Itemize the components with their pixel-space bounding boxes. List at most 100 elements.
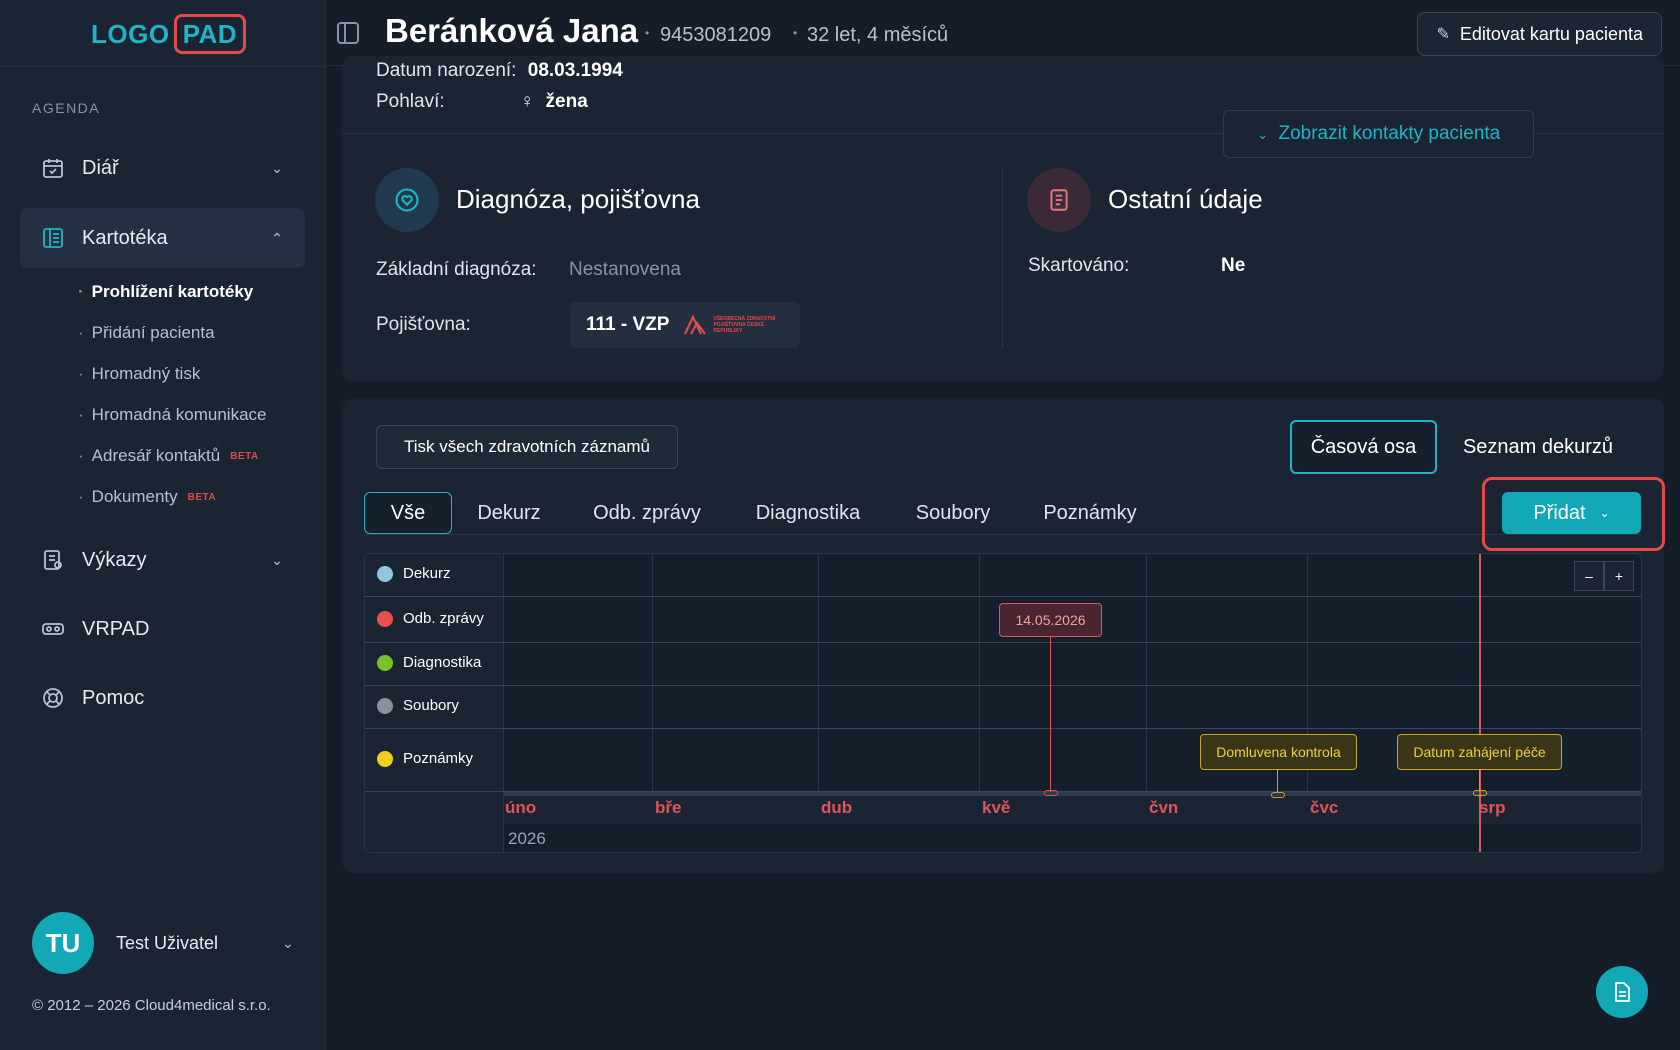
- chevron-down-icon: ⌄: [271, 551, 283, 568]
- header: Beránková Jana • 9453081209 • 32 let, 4 …: [327, 0, 1680, 66]
- add-record-button[interactable]: Přidat ⌄: [1502, 492, 1641, 534]
- timeline-row-diagnostika: Diagnostika: [377, 654, 481, 671]
- patient-name: Beránková Jana: [385, 12, 639, 49]
- chevron-down-icon: ⌄: [271, 159, 283, 176]
- legend-label: Diagnostika: [403, 654, 482, 671]
- print-all-records-button[interactable]: Tisk všech zdravotních záznamů: [376, 425, 678, 469]
- sidebar-toggle-icon[interactable]: [337, 22, 359, 44]
- sidebar-item-kartoteka[interactable]: Kartotéka ⌃: [20, 208, 305, 268]
- calendar-icon: [40, 155, 66, 181]
- divider: [0, 66, 326, 67]
- legend-label: Soubory: [403, 697, 459, 714]
- chevron-down-icon: ⌄: [1599, 506, 1610, 520]
- note-knob[interactable]: [1473, 790, 1487, 796]
- tab-soubory[interactable]: Soubory: [915, 501, 991, 524]
- note-tag-zahajeni[interactable]: Datum zahájení péče: [1397, 734, 1562, 770]
- tab-odb-zpravy[interactable]: Odb. zprávy: [593, 501, 701, 524]
- shredded-value: Ne: [1221, 255, 1246, 276]
- logo[interactable]: LOGO PAD: [91, 13, 247, 55]
- zoom-in-button[interactable]: +: [1604, 561, 1634, 591]
- notes-fab-button[interactable]: [1596, 966, 1648, 1018]
- timeline-month-gridline: [652, 554, 653, 796]
- legend-dot: [377, 654, 393, 671]
- legend-label: Odb. zprávy: [403, 610, 484, 627]
- timeline-row-poznamky: Poznámky: [377, 750, 473, 767]
- sidebar-item-label: VRPAD: [82, 617, 150, 640]
- insurance-value: 111 - VZP: [586, 314, 670, 335]
- cards-icon: [40, 225, 66, 251]
- tab-vse[interactable]: Vše: [364, 492, 452, 534]
- patient-id: 9453081209: [660, 24, 772, 46]
- chevron-up-icon: ⌃: [271, 229, 283, 246]
- timeline-row-odb-zpravy: Odb. zprávy: [377, 610, 484, 627]
- pencil-icon: ✎: [1436, 26, 1450, 43]
- divider: [342, 133, 1664, 134]
- chevron-down-icon: ⌄: [282, 934, 294, 951]
- today-line: [1479, 554, 1481, 852]
- other-title: Ostatní údaje: [1108, 184, 1263, 214]
- birth-date-field: Datum narození: 08.03.1994: [376, 60, 623, 82]
- base-diagnosis-value: Nestanovena: [569, 259, 681, 280]
- sidebar-subitem-tisk[interactable]: Hromadný tisk: [78, 364, 201, 384]
- add-record-label: Přidat: [1533, 501, 1586, 524]
- timeline-row-line: [365, 596, 1641, 597]
- tab-dekurz[interactable]: Dekurz: [477, 501, 541, 524]
- year-label: 2026: [508, 829, 546, 848]
- sidebar-subitem-komunikace[interactable]: Hromadná komunikace: [78, 405, 267, 425]
- timeline-row-line: [365, 642, 1641, 643]
- legend-label: Poznámky: [403, 750, 474, 767]
- view-list-button[interactable]: Seznam dekurzů: [1462, 435, 1614, 458]
- separator-dot: •: [645, 26, 650, 40]
- logo-badge: PAD: [173, 14, 247, 54]
- legend-dot: [377, 610, 393, 627]
- beta-badge: BETA: [187, 491, 217, 503]
- sidebar-item-diar[interactable]: Diář ⌄: [20, 138, 305, 198]
- note-stem: [1277, 770, 1278, 792]
- sex-value-text: žena: [545, 91, 588, 112]
- sidebar-item-label: Pomoc: [82, 686, 145, 709]
- lifebuoy-icon: [40, 685, 66, 711]
- note-knob[interactable]: [1271, 792, 1285, 798]
- sidebar-subitem-dokumenty[interactable]: Dokumenty BETA: [78, 487, 216, 507]
- tabs-bar: [364, 491, 1642, 535]
- sidebar-item-vrpad[interactable]: VRPAD: [20, 599, 305, 659]
- edit-patient-button[interactable]: ✎ Editovat kartu pacienta: [1417, 12, 1662, 56]
- sidebar-subitem-pridani[interactable]: Přidání pacienta: [78, 323, 215, 343]
- divider: [1002, 168, 1003, 348]
- event-knob[interactable]: [1044, 790, 1058, 796]
- sidebar-subitem-prohlizeni[interactable]: Prohlížení kartotéky: [78, 282, 254, 302]
- tab-diagnostika[interactable]: Diagnostika: [755, 501, 861, 524]
- zoom-out-button[interactable]: –: [1574, 561, 1604, 591]
- patient-age: 32 let, 4 měsíců: [807, 24, 949, 46]
- female-icon: ♀: [520, 91, 535, 112]
- sidebar-subitem-label: Dokumenty: [91, 487, 178, 506]
- event-stem: [1050, 637, 1051, 792]
- sidebar-subitem-adresar[interactable]: Adresář kontaktů BETA: [78, 446, 259, 466]
- timeline-row-line: [365, 728, 1641, 729]
- event-date-tag[interactable]: 14.05.2026: [999, 603, 1102, 637]
- timeline-row-line: [365, 685, 1641, 686]
- insurance-badge: 111 - VZP VŠEOBECNÁ ZDRAVOTNÍ POJIŠŤOVNA…: [570, 302, 800, 348]
- note-stem: [1479, 770, 1480, 792]
- chevron-down-icon: ⌄: [1256, 125, 1269, 142]
- month-label-bre: bře: [655, 798, 682, 817]
- sidebar-item-vykazy[interactable]: Výkazy ⌄: [20, 530, 305, 590]
- user-menu[interactable]: TU Test Uživatel ⌄: [32, 912, 294, 974]
- sidebar-subitem-label: Adresář kontaktů: [91, 446, 221, 465]
- month-label-cvc: čvc: [1310, 798, 1339, 817]
- sidebar-item-pomoc[interactable]: Pomoc: [20, 668, 305, 728]
- beta-badge: BETA: [230, 450, 259, 462]
- tab-poznamky[interactable]: Poznámky: [1043, 501, 1137, 524]
- sidebar: LOGO PAD AGENDA Diář ⌄ Kartotéka ⌃ Prohl…: [0, 0, 326, 1050]
- show-contacts-button[interactable]: ⌄ Zobrazit kontakty pacienta: [1223, 110, 1534, 158]
- sex-value: ♀ žena: [520, 91, 588, 113]
- timeline-month-gridline: [1307, 554, 1308, 796]
- view-timeline-button[interactable]: Časová osa: [1290, 420, 1437, 474]
- document-icon: [1027, 168, 1091, 232]
- timeline[interactable]: Dekurz Odb. zprávy Diagnostika Soubory P…: [364, 553, 1642, 853]
- show-contacts-label: Zobrazit kontakty pacienta: [1278, 123, 1501, 144]
- sidebar-item-label: Diář: [82, 156, 119, 179]
- note-tag-kontrola[interactable]: Domluvena kontrola: [1200, 734, 1357, 770]
- sidebar-item-label: Výkazy: [82, 548, 147, 571]
- user-name: Test Uživatel: [116, 932, 219, 953]
